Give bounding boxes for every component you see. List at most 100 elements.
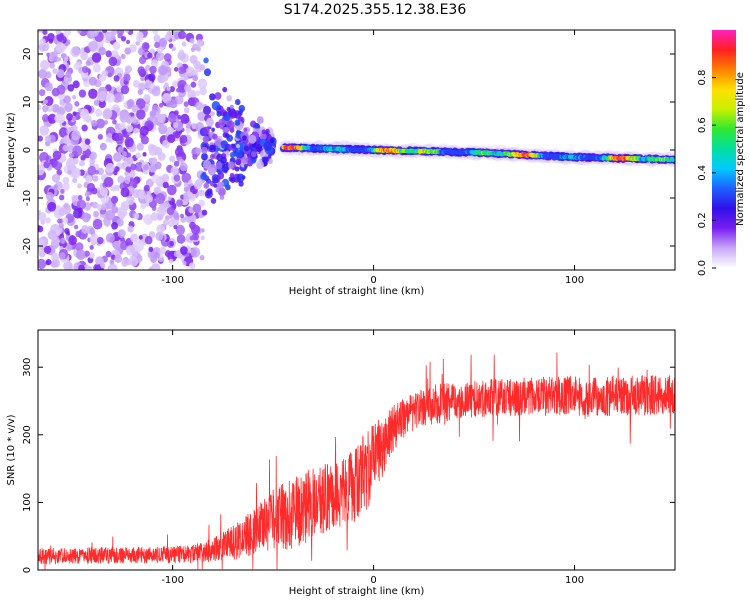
spectrogram-cell — [117, 146, 124, 153]
spectrogram-cell — [91, 201, 99, 209]
spectrogram-cell — [44, 71, 52, 79]
spectrogram-cell — [185, 127, 191, 134]
snr-x-ticks: -100 0 100 — [161, 330, 584, 586]
snr-y-tick-label: 200 — [22, 425, 33, 444]
spectrogram-y-tick-label: 20 — [22, 48, 33, 61]
spectrogram-cell — [192, 153, 198, 160]
spectrogram-cell — [167, 196, 172, 201]
spectrogram-cell — [103, 176, 114, 188]
spectrogram-cell — [58, 194, 65, 201]
spectrogram-cell — [75, 242, 84, 252]
spectrogram-cell — [214, 137, 222, 147]
spectrogram-cell — [116, 30, 125, 36]
spectrogram-cell — [97, 167, 104, 176]
snr-y-ticks: 0 100 200 300 — [22, 358, 675, 573]
spectrogram-cell — [161, 173, 170, 183]
spectrogram-cell — [100, 204, 107, 211]
spectrogram-cell — [85, 213, 92, 220]
spectrogram-cell — [107, 132, 113, 139]
spectrogram-cell — [87, 165, 97, 176]
spectrogram-cell — [206, 117, 214, 126]
spectrogram-cell — [173, 224, 178, 230]
spectrogram-cell — [229, 151, 236, 158]
spectrogram-cell — [105, 209, 116, 221]
spectrogram-cell — [149, 65, 157, 74]
colorbar-ticks: 0.0 0.2 0.4 0.6 0.8 — [697, 70, 716, 276]
spectrogram-cell — [159, 37, 168, 47]
spectrogram-cell — [197, 111, 207, 122]
spectrogram-cell — [150, 212, 159, 221]
spectrogram-x-label: Height of straight line (km) — [289, 286, 425, 297]
spectrogram-cell — [150, 59, 159, 68]
spectrogram-cell — [191, 224, 201, 235]
spectrogram-cell — [203, 68, 212, 77]
spectrogram-cell — [39, 151, 50, 163]
spectrogram-cell — [93, 210, 99, 218]
spectrogram-cell — [209, 111, 215, 117]
spectrogram-cell — [149, 110, 156, 117]
spectrogram-cell — [83, 116, 88, 122]
spectrogram-cell — [55, 30, 62, 35]
spectrogram-cell — [115, 132, 124, 142]
spectrogram-cell — [222, 126, 230, 135]
spectrogram-cell — [171, 46, 176, 52]
spectrogram-y-tick-label: 10 — [22, 96, 33, 109]
spectrogram-cell — [89, 30, 100, 37]
spectrogram-cell — [176, 199, 183, 207]
spectrogram-cell — [109, 259, 115, 265]
spectrogram-cell — [179, 49, 184, 55]
spectrogram-cell — [219, 194, 225, 200]
snr-y-tick-label: 0 — [22, 567, 33, 573]
spectrogram-cell — [98, 73, 107, 82]
spectrogram-cell — [60, 188, 65, 194]
spectrogram-cell — [202, 105, 212, 115]
spectrogram-cell — [44, 135, 52, 143]
spectrogram-cell — [151, 86, 161, 97]
spectrogram-cell — [178, 30, 187, 40]
spectrogram-cell — [53, 160, 63, 171]
spectrogram-cell — [203, 159, 212, 170]
spectrogram-cell — [110, 195, 119, 204]
spectrogram-cell — [110, 186, 116, 192]
spectrogram-cell — [136, 34, 143, 43]
spectrogram-cell — [38, 30, 43, 33]
spectrogram-cell — [95, 118, 106, 129]
spectrogram-cell — [85, 175, 93, 183]
spectrogram-cell — [217, 144, 222, 149]
spectrogram-cell — [187, 89, 197, 100]
spectrogram-cell — [96, 203, 103, 211]
spectrogram-cell — [39, 125, 50, 136]
spectrogram-cell — [124, 65, 133, 74]
spectrogram-cell — [79, 142, 89, 152]
spectrogram-cell — [146, 179, 152, 186]
spectrogram-cell — [92, 63, 101, 73]
spectrogram-cell — [148, 144, 159, 156]
spectrogram-cell — [73, 224, 79, 230]
spectrogram-cell — [168, 219, 176, 228]
spectrogram-cell — [144, 235, 153, 245]
spectrogram-cell — [172, 121, 179, 129]
spectrogram-cell — [81, 225, 90, 234]
figure-title: S174.2025.355.12.38.E36 — [284, 2, 467, 18]
spectrogram-cell — [78, 264, 85, 270]
spectrogram-cell — [212, 179, 216, 184]
spectrogram-cell — [173, 67, 179, 72]
spectrogram-cell — [112, 93, 122, 103]
colorbar-tick-label: 0.4 — [697, 165, 708, 181]
spectrogram-cell — [243, 145, 250, 152]
spectrogram-cell — [88, 40, 98, 52]
spectrogram-cell — [166, 206, 175, 216]
spectrogram-cell — [130, 116, 137, 124]
spectrogram-cell — [71, 129, 81, 141]
spectrogram-cell — [199, 254, 205, 261]
spectrogram-cell — [120, 187, 130, 198]
spectrogram-cell — [105, 93, 115, 103]
snr-x-tick-label: 0 — [370, 575, 376, 586]
spectrogram-cell — [209, 93, 216, 101]
spectrogram-cell — [154, 41, 160, 49]
spectrogram-cell — [235, 158, 242, 166]
spectrogram-cell — [142, 164, 149, 171]
spectrogram-cell — [73, 208, 83, 219]
spectrogram-cell — [248, 134, 257, 144]
spectrogram-cell — [132, 80, 140, 88]
